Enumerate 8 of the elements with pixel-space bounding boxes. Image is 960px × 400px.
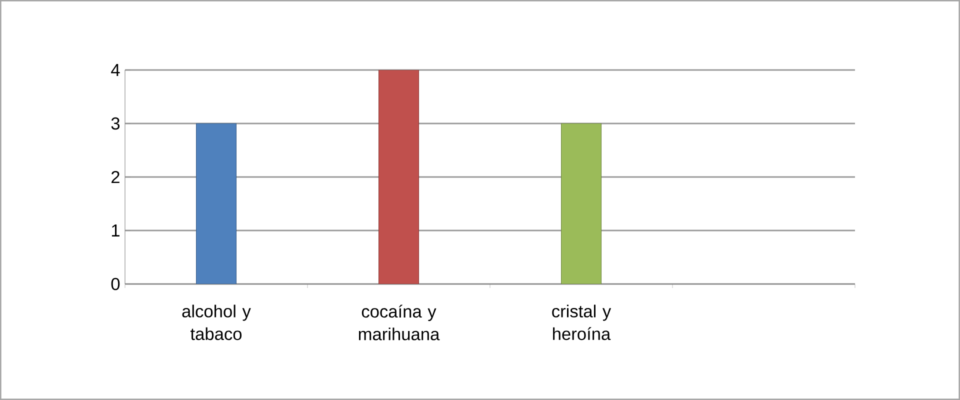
x-tick-label: cocaína y marihuana bbox=[358, 304, 440, 340]
y-tick-label: 1 bbox=[112, 224, 120, 236]
x-tick-label: cristal y heroína bbox=[552, 304, 612, 340]
y-tick-label: 2 bbox=[112, 170, 120, 184]
y-tick-label: 4 bbox=[111, 64, 120, 76]
x-tick-label: alcohol y tabaco bbox=[182, 304, 251, 340]
y-tick-label: 3 bbox=[111, 117, 120, 130]
y-tick-label: 0 bbox=[111, 278, 120, 290]
